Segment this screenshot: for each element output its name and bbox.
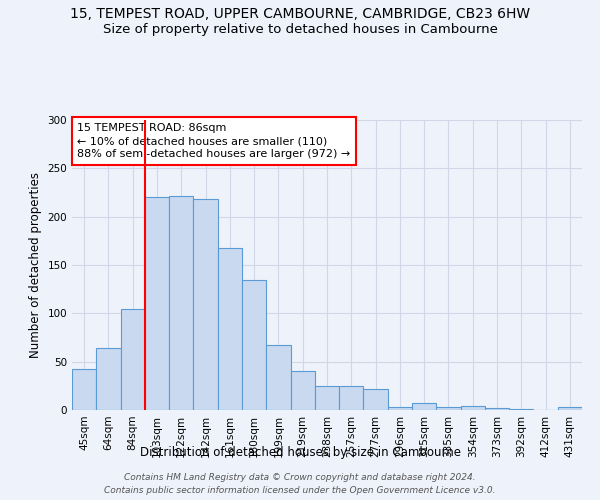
Bar (315, 386, 339, 410)
Bar (218, 248, 242, 410)
Bar (461, 406, 485, 410)
Text: 15, TEMPEST ROAD, UPPER CAMBOURNE, CAMBRIDGE, CB23 6HW: 15, TEMPEST ROAD, UPPER CAMBOURNE, CAMBR… (70, 8, 530, 22)
Bar (290, 372, 315, 410)
Bar (266, 345, 290, 410)
Bar (96, 348, 121, 410)
Bar (388, 407, 412, 410)
Text: Size of property relative to detached houses in Cambourne: Size of property relative to detached ho… (103, 22, 497, 36)
Bar (169, 196, 193, 410)
Y-axis label: Number of detached properties: Number of detached properties (29, 172, 42, 358)
Bar (364, 388, 388, 410)
Bar (121, 308, 145, 410)
Bar (145, 198, 169, 410)
Text: Contains HM Land Registry data © Crown copyright and database right 2024.
Contai: Contains HM Land Registry data © Crown c… (104, 474, 496, 495)
Bar (193, 200, 218, 410)
Bar (72, 370, 96, 410)
Bar (558, 407, 582, 410)
Bar (242, 280, 266, 410)
Bar (485, 408, 509, 410)
Text: Distribution of detached houses by size in Cambourne: Distribution of detached houses by size … (139, 446, 461, 459)
Bar (412, 403, 436, 410)
Bar (436, 407, 461, 410)
Bar (339, 386, 364, 410)
Bar (509, 409, 533, 410)
Text: 15 TEMPEST ROAD: 86sqm
← 10% of detached houses are smaller (110)
88% of semi-de: 15 TEMPEST ROAD: 86sqm ← 10% of detached… (77, 123, 350, 160)
